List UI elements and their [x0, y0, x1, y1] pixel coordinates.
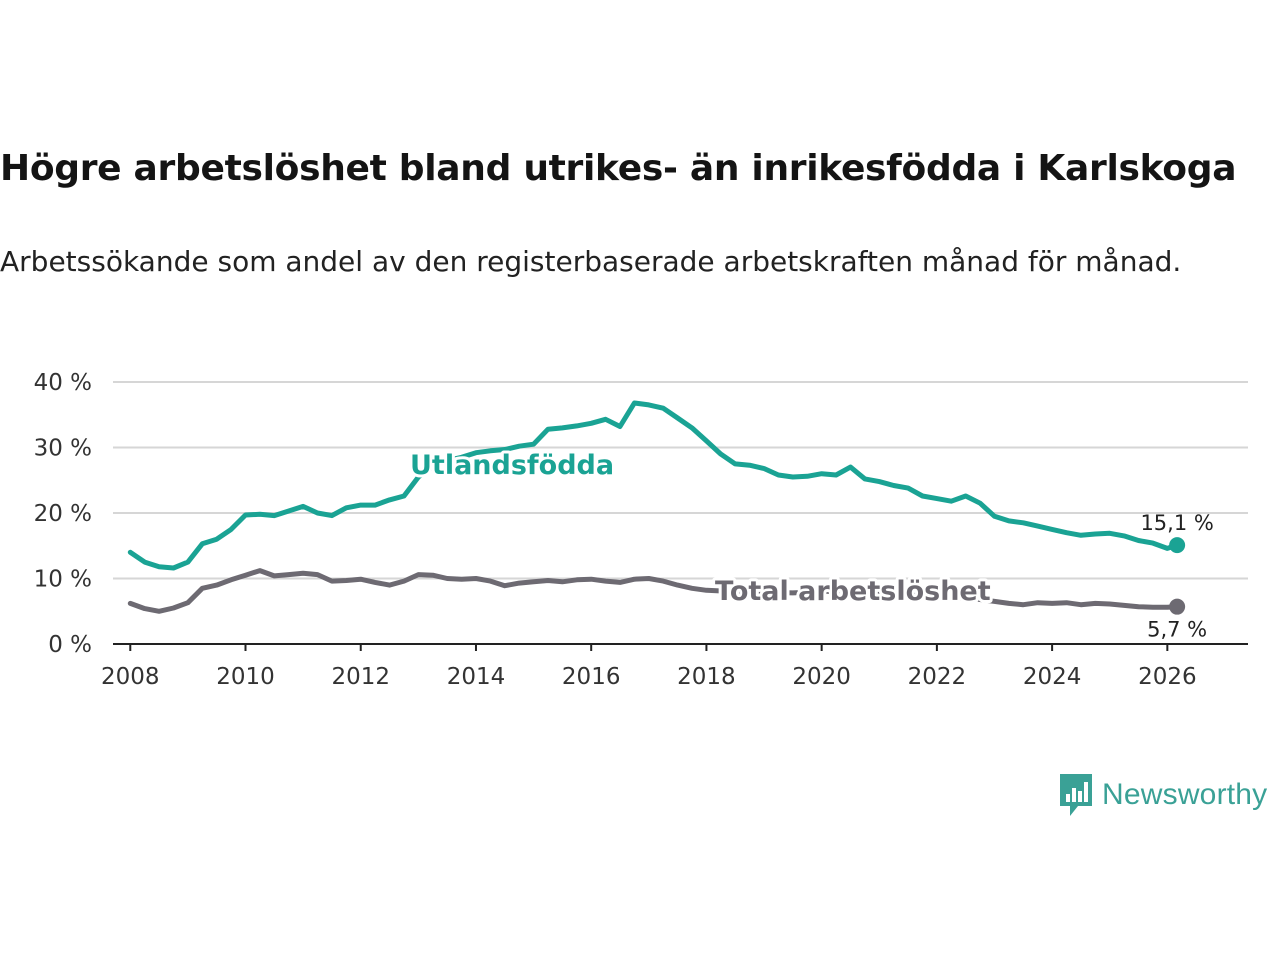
logo-text: Newsworthy [1102, 778, 1268, 811]
x-tick-label: 2008 [101, 664, 160, 690]
x-tick-label: 2014 [447, 664, 506, 690]
series-label-utlandsfodda: Utlandsfödda [410, 450, 614, 481]
x-tick-label: 2010 [216, 664, 275, 690]
newsworthy-logo: Newsworthy [1058, 772, 1267, 818]
chart-title: Högre arbetslöshet bland utrikes- än inr… [0, 148, 1237, 189]
y-tick-label: 0 % [48, 632, 92, 658]
chart-subtitle: Arbetssökande som andel av den registerb… [0, 245, 1182, 278]
y-tick-label: 40 % [34, 370, 92, 396]
x-tick-label: 2020 [792, 664, 851, 690]
x-tick-label: 2012 [331, 664, 390, 690]
end-point-total [1169, 598, 1186, 615]
x-tick-label: 2022 [908, 664, 967, 690]
end-label-utlandsfodda: 15,1 % [1140, 511, 1213, 535]
series-line-total [127, 568, 1180, 614]
end-point-utlandsfodda [1169, 537, 1186, 554]
x-tick-label: 2024 [1023, 664, 1082, 690]
series-line-utlandsfodda [127, 400, 1180, 571]
x-tick-label: 2016 [562, 664, 621, 690]
x-tick-label: 2018 [677, 664, 736, 690]
end-label-total: 5,7 % [1147, 618, 1207, 642]
y-tick-label: 30 % [34, 436, 92, 462]
series-label-total: Total arbetslöshet [715, 576, 991, 607]
x-tick-label: 2026 [1138, 664, 1197, 690]
y-tick-label: 20 % [34, 501, 92, 527]
line-chart: 0 % 10 % 20 % 30 % 40 % 2008 2010 2012 2014 2016 2… [34, 370, 1248, 690]
y-tick-label: 10 % [34, 567, 92, 593]
bar-chart-speech-bubble-icon [1060, 774, 1092, 816]
